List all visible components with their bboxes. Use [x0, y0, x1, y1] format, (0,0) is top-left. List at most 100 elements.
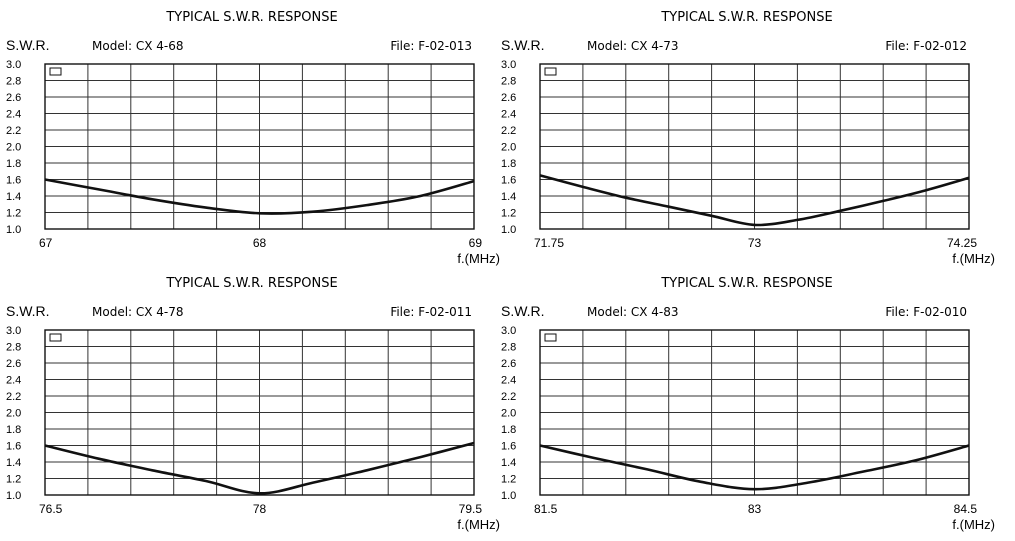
y-tick-label: 1.8 [6, 424, 21, 436]
y-tick-label: 3.0 [6, 325, 21, 337]
y-tick-label: 2.8 [501, 342, 516, 354]
grid [44, 63, 475, 230]
x-tick-label: 78 [253, 502, 267, 516]
y-axis-label: S.W.R. [6, 303, 50, 319]
swr-curve [44, 178, 475, 215]
chart-title: TYPICAL S.W.R. RESPONSE [165, 10, 337, 25]
y-tick-label: 1.6 [501, 175, 516, 187]
y-tick-label: 2.8 [6, 342, 21, 354]
y-tick-label: 1.6 [6, 175, 21, 187]
file-label: File: F-02-010 [885, 305, 967, 319]
y-tick-label: 1.6 [501, 441, 516, 453]
y-tick-label: 2.4 [501, 109, 516, 121]
chart-title: TYPICAL S.W.R. RESPONSE [165, 276, 337, 291]
y-tick-label: 1.8 [501, 158, 516, 170]
file-label: File: F-02-013 [390, 39, 472, 53]
file-label: File: F-02-011 [390, 305, 472, 319]
y-tick-label: 2.8 [501, 76, 516, 88]
grid [539, 329, 970, 496]
legend-marker-icon [544, 67, 557, 76]
swr-chart-cx-4-83: TYPICAL S.W.R. RESPONSE S.W.R. Model: CX 4… [495, 266, 1002, 536]
chart-svg: TYPICAL S.W.R. RESPONSE S.W.R. Model: CX 4… [501, 276, 995, 532]
y-tick-label: 1.6 [6, 441, 21, 453]
x-tick-label: 74.25 [947, 236, 977, 250]
swr-chart-cx-4-73: TYPICAL S.W.R. RESPONSE S.W.R. Model: CX 4… [495, 0, 1002, 270]
x-tick-label: 68 [253, 236, 267, 250]
model-label: Model: CX 4-73 [587, 39, 679, 53]
y-tick-label: 1.2 [6, 208, 21, 220]
swr-chart-cx-4-68: TYPICAL S.W.R. RESPONSE S.W.R. Model: CX 4… [0, 0, 507, 270]
y-tick-label: 1.0 [501, 224, 516, 236]
y-tick-label: 1.2 [501, 208, 516, 220]
swr-curve [539, 174, 970, 227]
y-tick-label: 3.0 [501, 59, 516, 71]
y-axis-label: S.W.R. [501, 303, 545, 319]
y-tick-label: 2.0 [6, 142, 21, 154]
legend-marker-icon [49, 67, 62, 76]
x-tick-label: 71.75 [534, 236, 564, 250]
y-axis-label: S.W.R. [501, 37, 545, 53]
y-tick-label: 1.4 [501, 191, 516, 203]
plot-frame [44, 63, 475, 230]
x-axis-label: f.(MHz) [457, 517, 500, 532]
chart-svg: TYPICAL S.W.R. RESPONSE S.W.R. Model: CX 4… [6, 276, 500, 532]
y-tick-label: 1.0 [6, 224, 21, 236]
x-tick-label: 73 [748, 236, 762, 250]
y-tick-label: 2.4 [6, 375, 21, 387]
y-tick-label: 1.2 [501, 474, 516, 486]
y-tick-label: 3.0 [6, 59, 21, 71]
plot-frame [44, 329, 475, 496]
y-tick-label: 2.6 [501, 358, 516, 370]
y-tick-label: 2.0 [501, 408, 516, 420]
y-axis-label: S.W.R. [6, 37, 50, 53]
y-tick-label: 1.4 [6, 191, 21, 203]
y-tick-label: 1.4 [6, 457, 21, 469]
x-tick-label: 81.5 [534, 502, 558, 516]
y-tick-label: 2.2 [501, 391, 516, 403]
model-label: Model: CX 4-68 [92, 39, 184, 53]
y-tick-label: 2.0 [6, 408, 21, 420]
y-tick-label: 1.8 [501, 424, 516, 436]
y-tick-label: 2.4 [6, 109, 21, 121]
y-tick-label: 1.8 [6, 158, 21, 170]
chart-title: TYPICAL S.W.R. RESPONSE [660, 10, 832, 25]
y-tick-label: 2.6 [6, 92, 21, 104]
y-tick-label: 2.2 [6, 125, 21, 137]
y-tick-label: 2.6 [501, 92, 516, 104]
x-tick-label: 83 [748, 502, 762, 516]
chart-svg: TYPICAL S.W.R. RESPONSE S.W.R. Model: CX 4… [6, 10, 500, 266]
x-axis-label: f.(MHz) [952, 251, 995, 266]
y-tick-label: 2.2 [501, 125, 516, 137]
y-tick-label: 2.0 [501, 142, 516, 154]
swr-curve [539, 444, 970, 491]
grid [44, 329, 475, 496]
model-label: Model: CX 4-83 [587, 305, 679, 319]
y-tick-label: 2.8 [6, 76, 21, 88]
x-tick-label: 76.5 [39, 502, 63, 516]
y-tick-label: 1.0 [6, 490, 21, 502]
plot-frame [539, 63, 970, 230]
y-tick-label: 3.0 [501, 325, 516, 337]
chart-title: TYPICAL S.W.R. RESPONSE [660, 276, 832, 291]
chart-svg: TYPICAL S.W.R. RESPONSE S.W.R. Model: CX 4… [501, 10, 995, 266]
y-tick-label: 2.4 [501, 375, 516, 387]
x-axis-label: f.(MHz) [952, 517, 995, 532]
y-tick-label: 1.2 [6, 474, 21, 486]
y-tick-label: 2.2 [6, 391, 21, 403]
y-tick-label: 1.0 [501, 490, 516, 502]
x-tick-label: 79.5 [459, 502, 483, 516]
y-tick-label: 1.4 [501, 457, 516, 469]
x-tick-label: 84.5 [954, 502, 978, 516]
swr-curve [44, 441, 475, 495]
legend-marker-icon [49, 333, 62, 342]
plot-frame [539, 329, 970, 496]
x-axis-label: f.(MHz) [457, 251, 500, 266]
swr-chart-cx-4-78: TYPICAL S.W.R. RESPONSE S.W.R. Model: CX 4… [0, 266, 507, 536]
model-label: Model: CX 4-78 [92, 305, 184, 319]
grid [539, 63, 970, 230]
file-label: File: F-02-012 [885, 39, 967, 53]
x-tick-label: 69 [469, 236, 483, 250]
legend-marker-icon [544, 333, 557, 342]
x-tick-label: 67 [39, 236, 53, 250]
y-tick-label: 2.6 [6, 358, 21, 370]
